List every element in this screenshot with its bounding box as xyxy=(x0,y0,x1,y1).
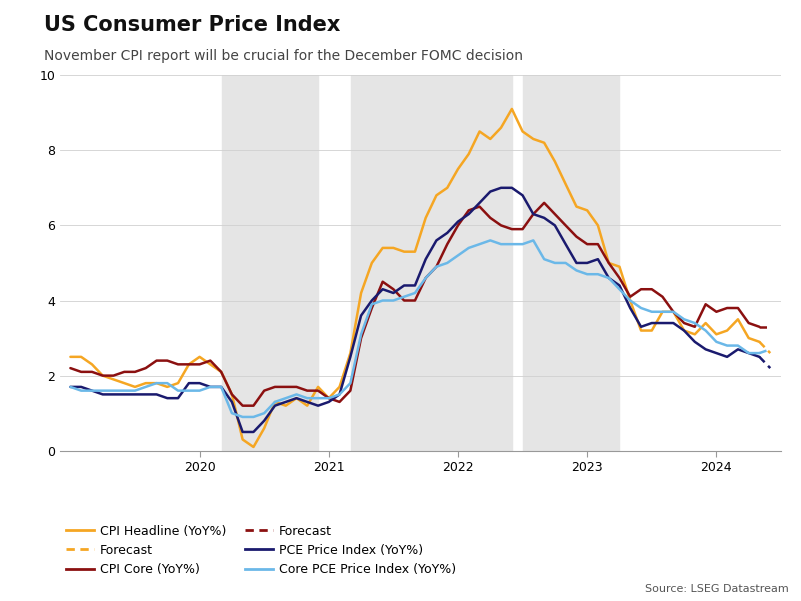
Bar xyxy=(522,75,619,451)
Bar xyxy=(222,75,319,451)
Text: Source: LSEG Datastream: Source: LSEG Datastream xyxy=(646,584,789,594)
Bar xyxy=(351,75,513,451)
Text: US Consumer Price Index: US Consumer Price Index xyxy=(44,15,340,35)
Text: November CPI report will be crucial for the December FOMC decision: November CPI report will be crucial for … xyxy=(44,49,523,63)
Legend: CPI Headline (YoY%), Forecast, CPI Core (YoY%), Forecast, PCE Price Index (YoY%): CPI Headline (YoY%), Forecast, CPI Core … xyxy=(66,525,456,576)
